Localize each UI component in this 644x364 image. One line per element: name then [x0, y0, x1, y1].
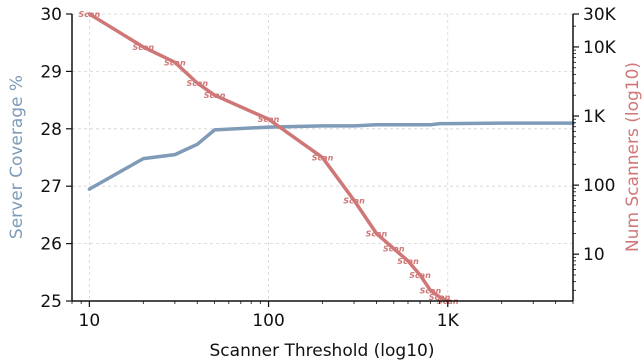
scan-point-label: Scan	[312, 154, 334, 163]
scan-point-label: Scan	[164, 58, 186, 67]
axis-ticks: 25 26 27 28 29 30 10 100 1K 10 100 1K 10K 30K	[40, 5, 616, 331]
x-tick-label: 1K	[437, 311, 460, 331]
series-lines	[87, 12, 575, 303]
scan-point-label: Scan	[79, 10, 101, 19]
y2-tick-label: 10K	[583, 38, 617, 58]
series-line-coverage	[87, 121, 575, 191]
scan-point-label: Scan	[258, 115, 280, 124]
y2-tick-label: 100	[583, 176, 615, 196]
y2-tick-label: 1K	[583, 107, 606, 127]
scan-point-label: Scan	[343, 196, 365, 205]
y-tick-label: 26	[40, 235, 62, 255]
scan-point-label: Scan	[133, 43, 155, 52]
x-tick-label: 100	[252, 311, 284, 331]
x-axis-title: Scanner Threshold (log10)	[210, 341, 435, 361]
y-tick-label: 30	[40, 5, 62, 25]
series-line-scanners	[87, 12, 450, 303]
y2-tick-label: 10	[583, 245, 605, 265]
y-tick-label: 29	[40, 62, 62, 82]
scan-point-label: Scan	[204, 91, 226, 100]
x-tick-label: 10	[79, 311, 101, 331]
y2-axis-title: Num Scanners (log10)	[623, 62, 643, 252]
scan-point-label: Scan	[366, 229, 388, 238]
scan-point-label: Scan	[429, 293, 451, 302]
y-axis-title: Server Coverage %	[7, 75, 27, 239]
y-tick-label: 25	[40, 292, 62, 312]
y-tick-label: 28	[40, 120, 62, 140]
y-tick-label: 27	[40, 177, 62, 197]
scan-point-label: Scan	[383, 245, 405, 254]
scan-point-label: Scan	[397, 257, 419, 266]
y2-tick-label: 30K	[583, 5, 617, 25]
scan-point-label: Scan	[420, 286, 442, 295]
scan-point-label: Scan	[186, 79, 208, 88]
scan-point-labels: ScanScanScanScanScanScanScanScanScanScan…	[79, 10, 459, 306]
scan-point-label: Scan	[409, 271, 431, 280]
